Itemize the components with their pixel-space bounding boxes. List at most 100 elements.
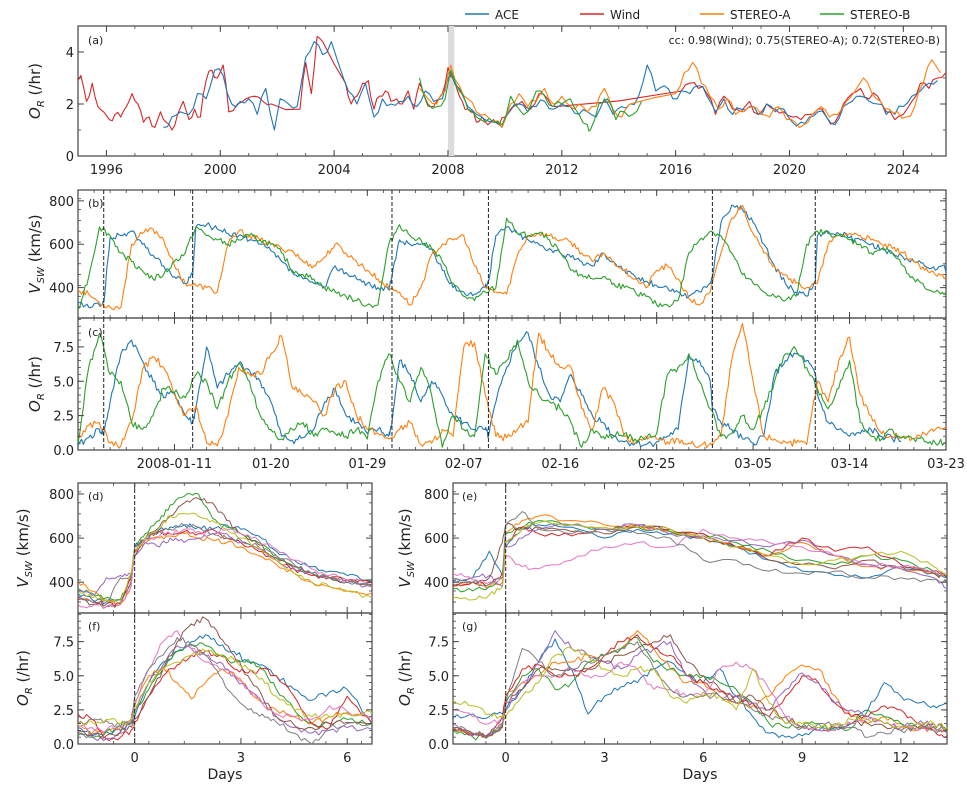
x-tick-label: 12 bbox=[893, 751, 910, 766]
x-tick-label: 01-20 bbox=[252, 457, 290, 472]
epoch-series-1 bbox=[77, 634, 373, 737]
epoch-series-2 bbox=[452, 630, 948, 739]
y-tick-label: 400 bbox=[424, 576, 449, 591]
y-tick-label: 600 bbox=[424, 532, 449, 547]
x-tick-label: 2016 bbox=[659, 163, 692, 178]
legend-label-stereo-b: STEREO-B bbox=[850, 8, 910, 22]
epoch-series-9 bbox=[452, 646, 948, 731]
svg-text:OR (/hr): OR (/hr) bbox=[396, 650, 417, 706]
epoch-series-7 bbox=[452, 661, 948, 734]
svg-text:OR (/hr): OR (/hr) bbox=[26, 356, 47, 412]
series-stereo-a bbox=[419, 59, 941, 129]
panel-b-label: (b) bbox=[88, 197, 104, 210]
y-tick-label: 5.0 bbox=[53, 670, 74, 685]
cc-annotation: cc: 0.98(Wind); 0.75(STEREO-A); 0.72(STE… bbox=[669, 34, 940, 47]
x-tick-label: 03-23 bbox=[927, 457, 965, 472]
panel-e-frame bbox=[452, 482, 948, 614]
svg-text:VSW (km/s): VSW (km/s) bbox=[26, 214, 47, 293]
ylabel-d: VSW (km/s) bbox=[14, 508, 35, 587]
epoch-series-6 bbox=[452, 634, 948, 738]
series-stereo-b bbox=[77, 217, 947, 310]
panel-f-frame bbox=[77, 612, 373, 745]
x-tick-label: 2012 bbox=[545, 163, 578, 178]
panel-d: 400 600 800 (d) bbox=[49, 482, 373, 614]
y-tick-label: 2 bbox=[66, 98, 74, 113]
series-stereo-a bbox=[77, 204, 947, 311]
panel-e: 400 600 800 (e) bbox=[424, 482, 948, 614]
x-tick-label: 6 bbox=[699, 751, 707, 766]
y-tick-label: 2.5 bbox=[53, 704, 74, 719]
epoch-series-6 bbox=[452, 522, 948, 587]
series-stereo-a bbox=[77, 322, 947, 449]
x-tick-label: 3 bbox=[600, 751, 608, 766]
epoch-series-6 bbox=[77, 497, 373, 609]
legend: ACE Wind STEREO-A STEREO-B bbox=[465, 8, 910, 22]
x-tick-label: 02-16 bbox=[541, 457, 579, 472]
panel-c-label: (c) bbox=[88, 326, 103, 339]
x-tick-label: 1996 bbox=[90, 163, 123, 178]
panel-a-label: (a) bbox=[88, 34, 103, 47]
panel-g-xlabel: Days bbox=[683, 767, 718, 783]
y-tick-label: 600 bbox=[49, 238, 74, 253]
panel-f-xlabel: Days bbox=[208, 767, 243, 783]
legend-label-wind: Wind bbox=[610, 8, 640, 22]
epoch-series-5 bbox=[77, 644, 373, 742]
x-tick-label: 2024 bbox=[887, 163, 920, 178]
y-tick-label: 5.0 bbox=[53, 375, 74, 390]
y-tick-label: 400 bbox=[49, 576, 74, 591]
panel-g-frame bbox=[452, 612, 948, 745]
x-tick-label: 6 bbox=[343, 751, 351, 766]
panel-f-label: (f) bbox=[88, 620, 100, 633]
epoch-series-4 bbox=[452, 634, 948, 739]
legend-label-ace: ACE bbox=[495, 8, 519, 22]
y-tick-label: 400 bbox=[49, 282, 74, 297]
y-tick-label: 0 bbox=[66, 150, 74, 165]
epoch-series-8 bbox=[452, 641, 948, 738]
epoch-series-6 bbox=[77, 616, 372, 739]
epoch-series-9 bbox=[77, 512, 373, 604]
epoch-series-5 bbox=[77, 531, 373, 596]
svg-text:OR (/hr): OR (/hr) bbox=[26, 63, 47, 119]
panel-b: 400 600 800 (b) bbox=[49, 189, 947, 319]
y-tick-label: 800 bbox=[424, 488, 449, 503]
epoch-series-1 bbox=[452, 638, 948, 739]
y-tick-label: 2.5 bbox=[428, 704, 449, 719]
x-tick-label: 03-14 bbox=[831, 457, 869, 472]
svg-text:VSW (km/s): VSW (km/s) bbox=[14, 508, 35, 587]
epoch-series-8 bbox=[77, 523, 373, 607]
x-tick-label: 2020 bbox=[773, 163, 806, 178]
panel-e-label: (e) bbox=[462, 490, 477, 503]
legend-label-stereo-a: STEREO-A bbox=[730, 8, 791, 22]
ylabel-f: OR (/hr) bbox=[14, 650, 35, 706]
series-stereo-b bbox=[77, 332, 947, 448]
epoch-series-4 bbox=[452, 524, 948, 588]
y-tick-label: 800 bbox=[49, 488, 74, 503]
epoch-series-9 bbox=[452, 520, 948, 601]
x-tick-label: 0 bbox=[502, 751, 510, 766]
panel-a-frame bbox=[77, 25, 947, 157]
epoch-series-8 bbox=[452, 511, 948, 587]
y-tick-label: 7.5 bbox=[53, 341, 74, 356]
y-tick-label: 2.5 bbox=[53, 410, 74, 425]
epoch-series-9 bbox=[77, 648, 373, 726]
panel-b-frame bbox=[77, 189, 947, 319]
x-tick-label: 2008 bbox=[431, 163, 464, 178]
epoch-series-3 bbox=[452, 636, 948, 741]
series-ace bbox=[77, 204, 947, 309]
x-tick-label: 9 bbox=[798, 751, 806, 766]
y-tick-label: 800 bbox=[49, 195, 74, 210]
x-tick-label: 2000 bbox=[204, 163, 237, 178]
panel-g: 0.0 2.5 5.0 7.5 0 3 6 9 12 (g) Days bbox=[428, 612, 948, 783]
x-tick-label: 02-07 bbox=[445, 457, 483, 472]
series-ace bbox=[77, 331, 902, 448]
series-wind bbox=[77, 35, 947, 131]
y-tick-label: 7.5 bbox=[53, 636, 74, 651]
x-tick-label: 3 bbox=[237, 751, 245, 766]
panel-g-label: (g) bbox=[462, 620, 478, 633]
x-tick-label: 02-25 bbox=[638, 457, 676, 472]
y-tick-label: 600 bbox=[49, 532, 74, 547]
ylabel-a: OR (/hr) bbox=[26, 63, 47, 119]
shaded-interval bbox=[447, 26, 455, 156]
x-tick-label: 01-29 bbox=[348, 457, 386, 472]
